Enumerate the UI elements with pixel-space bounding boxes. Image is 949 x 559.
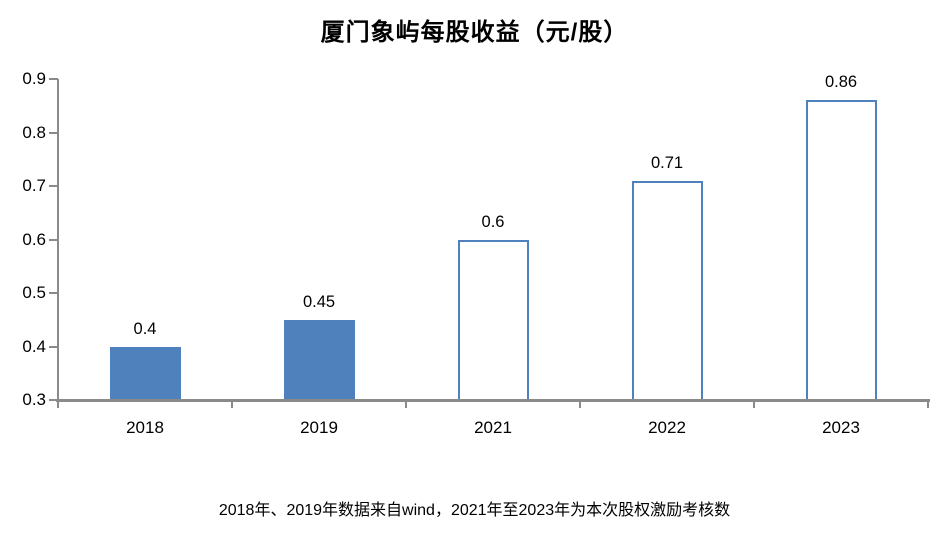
y-axis-tickmark bbox=[49, 238, 58, 241]
y-axis-tick-label: 0.8 bbox=[22, 122, 46, 142]
y-axis-tick-label: 0.9 bbox=[22, 69, 46, 88]
x-axis-tickmark bbox=[231, 400, 233, 408]
y-axis-tickmark bbox=[49, 292, 58, 294]
chart-footnote: 2018年、2019年数据来自wind，2021年至2023年为本次股权激励考核… bbox=[218, 502, 731, 519]
x-axis-tickmark bbox=[753, 400, 755, 408]
bar-2022 bbox=[631, 180, 703, 402]
bar-2019 bbox=[283, 319, 355, 402]
y-axis-tick-label: 0.6 bbox=[22, 229, 46, 249]
x-axis-tickmark bbox=[927, 400, 929, 408]
bar-2023 bbox=[805, 100, 877, 402]
x-axis-category-label: 2019 bbox=[300, 418, 338, 437]
y-axis-tick-label: 0.5 bbox=[22, 283, 46, 302]
bar-value-label: 0.6 bbox=[481, 212, 505, 231]
y-axis-tickmark bbox=[49, 185, 58, 187]
chart-title: 厦门象屿每股收益（元/股） bbox=[320, 19, 629, 46]
x-axis-category-label: 2023 bbox=[822, 418, 860, 437]
bar-value-label: 0.45 bbox=[302, 292, 336, 311]
y-axis-tick-label: 0.4 bbox=[22, 336, 46, 356]
x-axis-category-label: 2021 bbox=[474, 418, 512, 437]
y-axis-tick-label: 0.3 bbox=[22, 390, 46, 409]
x-axis-tickmark bbox=[57, 400, 59, 408]
x-axis-tickmark bbox=[579, 400, 581, 408]
y-axis-tickmark bbox=[49, 399, 58, 401]
bar-2021 bbox=[457, 239, 529, 402]
y-axis-line bbox=[57, 79, 59, 403]
y-axis-tickmark bbox=[49, 345, 58, 348]
x-axis-category-label: 2022 bbox=[648, 418, 686, 437]
x-axis-line bbox=[56, 399, 930, 402]
x-axis-category-label: 2018 bbox=[126, 418, 164, 437]
x-axis-tickmark bbox=[405, 400, 407, 408]
bar-value-label: 0.71 bbox=[650, 153, 684, 172]
y-axis-tickmark bbox=[49, 131, 58, 134]
bar-2018 bbox=[109, 346, 181, 402]
bar-value-label: 0.86 bbox=[824, 73, 858, 92]
bar-value-label: 0.4 bbox=[133, 319, 157, 338]
y-axis-tick-label: 0.7 bbox=[22, 176, 46, 195]
y-axis-tickmark bbox=[49, 78, 58, 80]
